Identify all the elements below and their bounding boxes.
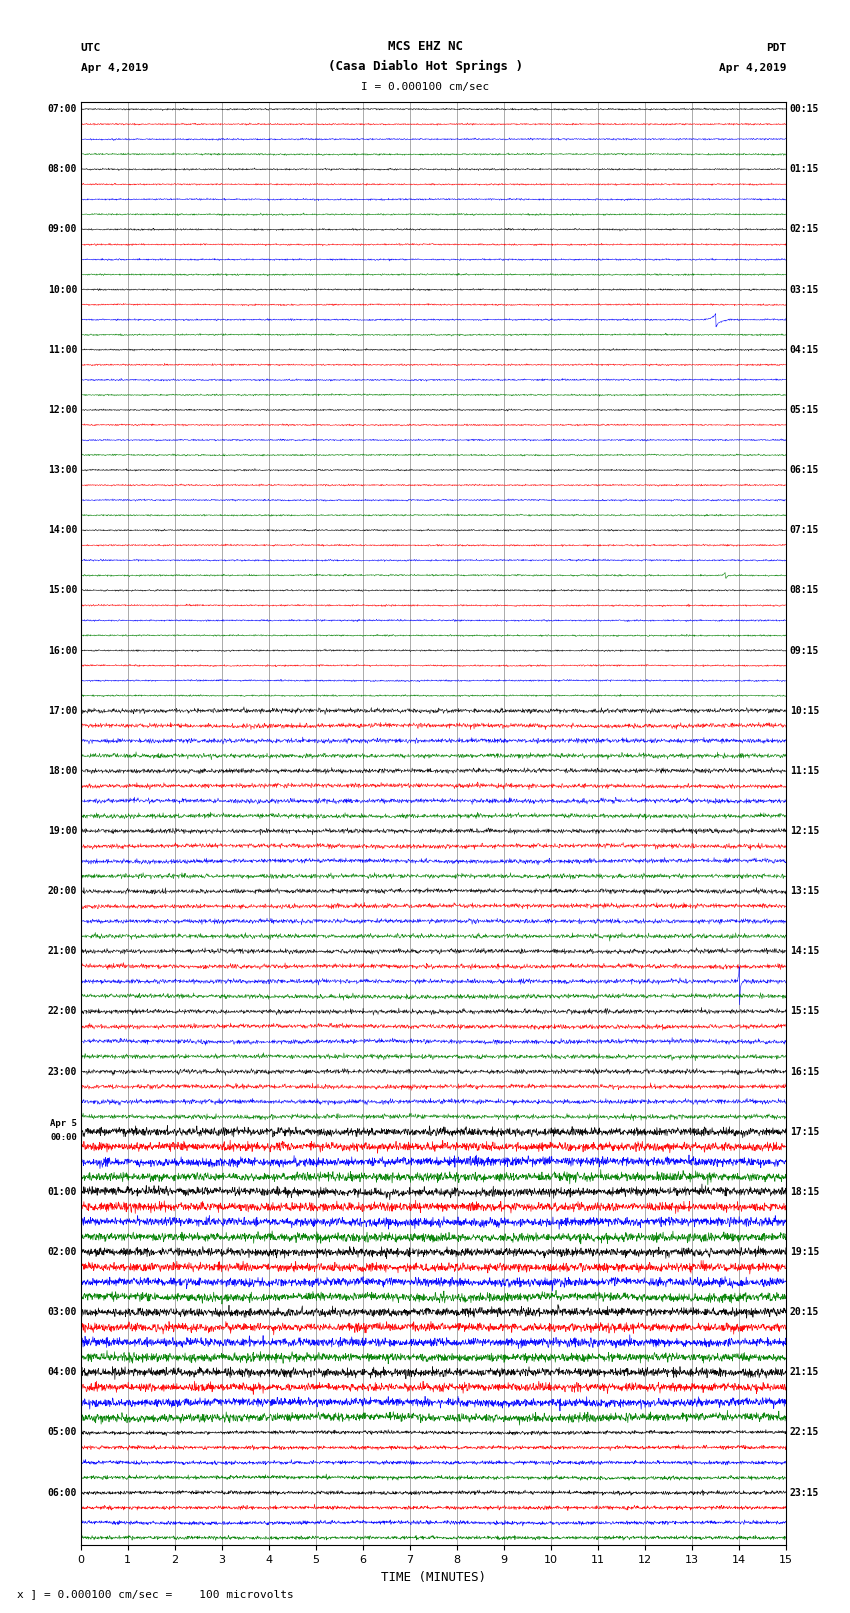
Text: Apr 4,2019: Apr 4,2019 [81,63,148,73]
Text: 00:00: 00:00 [50,1132,77,1142]
Text: 07:15: 07:15 [790,526,819,536]
Text: 13:15: 13:15 [790,886,819,897]
Text: I = 0.000100 cm/sec: I = 0.000100 cm/sec [361,82,489,92]
Text: 01:15: 01:15 [790,165,819,174]
Text: Apr 4,2019: Apr 4,2019 [719,63,786,73]
Text: 05:15: 05:15 [790,405,819,415]
Text: UTC: UTC [81,44,101,53]
Text: Apr 5: Apr 5 [50,1118,77,1127]
Text: x ] = 0.000100 cm/sec =    100 microvolts: x ] = 0.000100 cm/sec = 100 microvolts [17,1589,294,1598]
X-axis label: TIME (MINUTES): TIME (MINUTES) [381,1571,486,1584]
Text: 13:00: 13:00 [48,465,77,476]
Text: 23:00: 23:00 [48,1066,77,1076]
Text: 11:15: 11:15 [790,766,819,776]
Text: 06:00: 06:00 [48,1487,77,1497]
Text: 22:15: 22:15 [790,1428,819,1437]
Text: 05:00: 05:00 [48,1428,77,1437]
Text: 09:15: 09:15 [790,645,819,655]
Text: 12:15: 12:15 [790,826,819,836]
Text: 07:00: 07:00 [48,105,77,115]
Text: 15:15: 15:15 [790,1007,819,1016]
Text: 21:15: 21:15 [790,1368,819,1378]
Text: PDT: PDT [766,44,786,53]
Text: 02:15: 02:15 [790,224,819,234]
Text: 16:15: 16:15 [790,1066,819,1076]
Text: 08:15: 08:15 [790,586,819,595]
Text: 06:15: 06:15 [790,465,819,476]
Text: 10:00: 10:00 [48,284,77,295]
Text: 21:00: 21:00 [48,947,77,957]
Text: 18:00: 18:00 [48,766,77,776]
Text: MCS EHZ NC: MCS EHZ NC [388,40,462,53]
Text: 18:15: 18:15 [790,1187,819,1197]
Text: 03:00: 03:00 [48,1307,77,1318]
Text: 04:15: 04:15 [790,345,819,355]
Text: 10:15: 10:15 [790,705,819,716]
Text: 08:00: 08:00 [48,165,77,174]
Text: 09:00: 09:00 [48,224,77,234]
Text: 14:15: 14:15 [790,947,819,957]
Text: 16:00: 16:00 [48,645,77,655]
Text: 19:15: 19:15 [790,1247,819,1257]
Text: 20:15: 20:15 [790,1307,819,1318]
Text: 22:00: 22:00 [48,1007,77,1016]
Text: 02:00: 02:00 [48,1247,77,1257]
Text: 17:15: 17:15 [790,1127,819,1137]
Text: 11:00: 11:00 [48,345,77,355]
Text: (Casa Diablo Hot Springs ): (Casa Diablo Hot Springs ) [327,60,523,73]
Text: 00:15: 00:15 [790,105,819,115]
Text: 03:15: 03:15 [790,284,819,295]
Text: 20:00: 20:00 [48,886,77,897]
Text: 17:00: 17:00 [48,705,77,716]
Text: 01:00: 01:00 [48,1187,77,1197]
Text: 23:15: 23:15 [790,1487,819,1497]
Text: 15:00: 15:00 [48,586,77,595]
Text: 04:00: 04:00 [48,1368,77,1378]
Text: 14:00: 14:00 [48,526,77,536]
Text: 12:00: 12:00 [48,405,77,415]
Text: 19:00: 19:00 [48,826,77,836]
